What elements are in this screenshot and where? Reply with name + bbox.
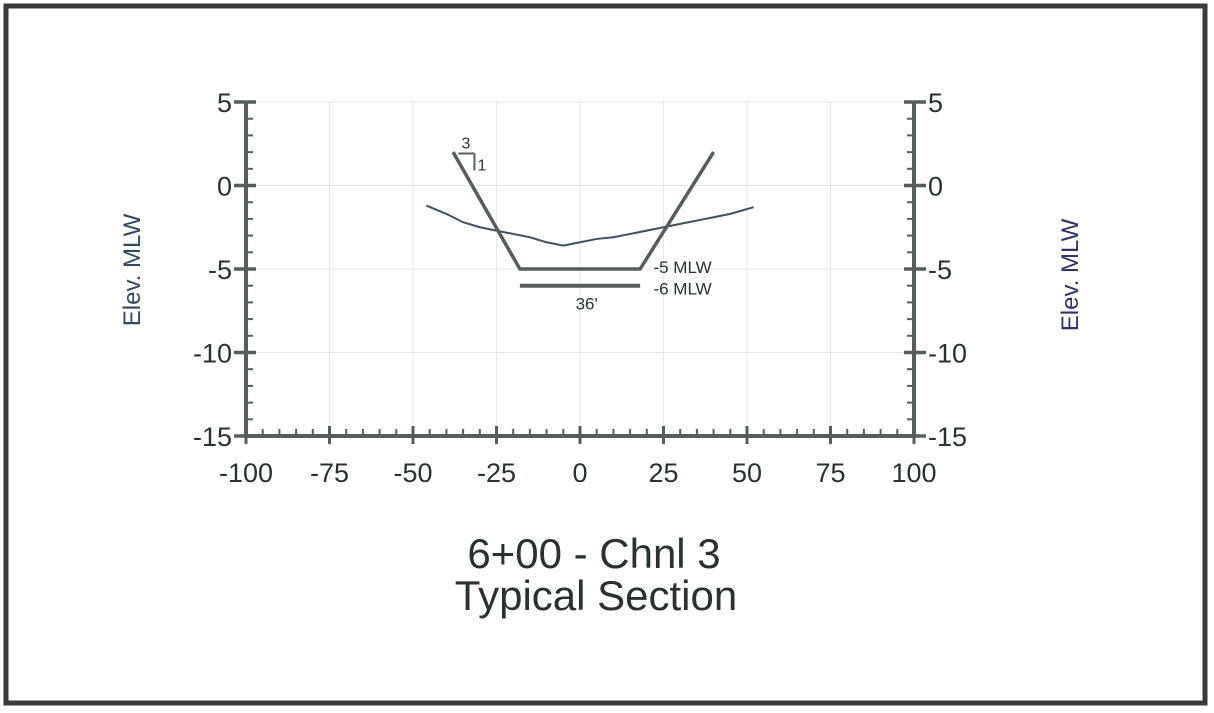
y-axis-label-right: Elev. MLW: [1057, 218, 1084, 331]
y-tick-label-right: -5: [928, 255, 952, 285]
bottom-width-label: 36': [576, 295, 598, 314]
x-tick-label: -25: [477, 458, 516, 488]
overdredge-depth-label: -6 MLW: [653, 280, 711, 299]
x-tick-label: -100: [219, 458, 273, 488]
y-tick-label-left: 5: [217, 88, 232, 118]
y-tick-label-right: -15: [928, 422, 967, 452]
x-tick-label: 25: [648, 458, 678, 488]
existing-ground-line: [425, 204, 754, 247]
design-depth-label: -5 MLW: [653, 258, 711, 277]
y-tick-label-left: -10: [193, 339, 232, 369]
x-tick-label: 100: [891, 458, 936, 488]
outer-border: [3, 3, 1208, 706]
y-axis-label-left: Elev. MLW: [119, 213, 146, 326]
y-tick-label-left: 0: [217, 172, 232, 202]
slope-rise-label: 1: [477, 157, 486, 174]
y-tick-label-left: -15: [193, 422, 232, 452]
y-tick-label-left: -5: [208, 255, 232, 285]
x-tick-label: 50: [732, 458, 762, 488]
design-template-line: [451, 151, 716, 271]
x-tick-label: -50: [393, 458, 432, 488]
annotations: 3 1 -5 MLW -6 MLW 36': [458, 135, 712, 314]
x-tick-label: -75: [310, 458, 349, 488]
y-tick-label-right: -10: [928, 339, 967, 369]
series-layer: [425, 151, 754, 288]
slope-run-label: 3: [461, 135, 470, 152]
chart-title: 6+00 - Chnl 3: [467, 530, 720, 577]
x-tick-label: 0: [572, 458, 587, 488]
chart-subtitle: Typical Section: [455, 572, 737, 619]
y-tick-label-right: 0: [928, 172, 943, 202]
y-tick-label-right: 5: [928, 88, 943, 118]
x-tick-label: 75: [815, 458, 845, 488]
